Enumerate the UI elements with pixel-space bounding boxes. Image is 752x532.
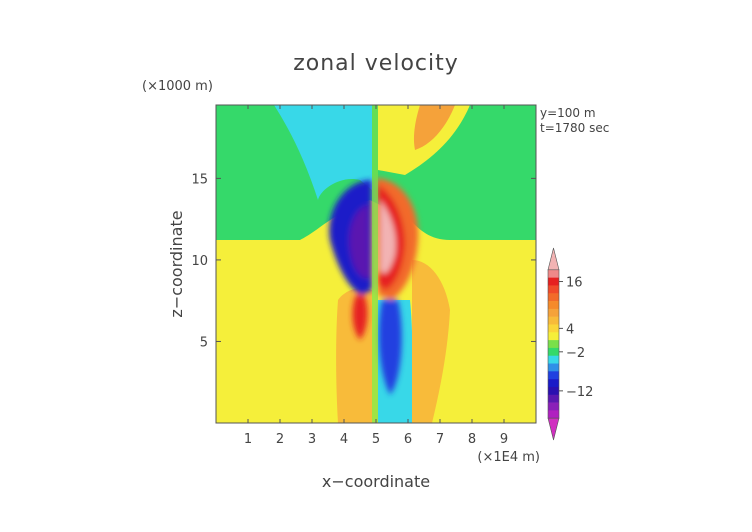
field-orange-lower-right xyxy=(412,260,450,423)
colorbar-label: 4 xyxy=(566,322,574,337)
colorbar-arrow-bottom xyxy=(547,417,560,441)
colorbar-label: −12 xyxy=(566,385,593,400)
field-blue-lower xyxy=(378,300,402,395)
field-pink-core xyxy=(380,200,396,274)
x-tick-label: 2 xyxy=(276,432,284,447)
colorbar-swatch xyxy=(548,285,559,294)
colorbar-swatch xyxy=(548,277,559,286)
x-tick-label: 3 xyxy=(308,432,316,447)
colorbar: 16 4 −2 −12 xyxy=(547,247,593,441)
field-red-lower xyxy=(352,295,368,340)
colorbar-swatch xyxy=(548,363,559,372)
colorbar-swatch xyxy=(548,316,559,325)
y-axis: 5 10 15 xyxy=(191,172,536,350)
x-axis: 1 2 3 4 5 6 7 8 9 xyxy=(244,105,508,447)
colorbar-swatch xyxy=(548,371,559,380)
colorbar-swatch xyxy=(548,379,559,388)
y-tick-label: 5 xyxy=(200,335,208,350)
y-tick-label: 15 xyxy=(191,172,208,187)
contour-field xyxy=(216,105,536,423)
x-tick-label: 5 xyxy=(372,432,380,447)
colorbar-swatch xyxy=(548,340,559,349)
x-tick-label: 1 xyxy=(244,432,252,447)
colorbar-label: 16 xyxy=(566,276,583,291)
x-unit-label: (×1E4 m) xyxy=(477,450,540,465)
x-tick-label: 6 xyxy=(404,432,412,447)
colorbar-label: −2 xyxy=(566,346,585,361)
colorbar-swatch xyxy=(548,293,559,302)
colorbar-swatch xyxy=(548,355,559,364)
colorbar-swatch xyxy=(548,269,559,278)
field-center-line xyxy=(372,105,378,423)
colorbar-swatch xyxy=(548,410,559,419)
colorbar-swatch xyxy=(548,347,559,357)
x-axis-label: x−coordinate xyxy=(322,472,430,491)
colorbar-frame xyxy=(547,269,560,419)
x-tick-label: 7 xyxy=(436,432,444,447)
x-tick-label: 4 xyxy=(340,432,348,447)
field-cyan-upper xyxy=(274,105,372,200)
colorbar-swatch xyxy=(548,324,559,333)
colorbar-arrow-top xyxy=(547,247,560,271)
colorbar-swatch xyxy=(548,332,559,341)
annotation-t: t=1780 sec xyxy=(540,121,609,135)
annotation-y: y=100 m xyxy=(540,106,596,120)
field-orange-top xyxy=(413,105,455,150)
chart-title: zonal velocity xyxy=(293,51,459,76)
y-tick-label: 10 xyxy=(191,254,208,269)
y-axis-label: z−coordinate xyxy=(167,210,186,317)
colorbar-swatch xyxy=(548,402,559,411)
x-tick-label: 8 xyxy=(468,432,476,447)
colorbar-swatch xyxy=(548,394,559,403)
colorbar-swatch xyxy=(548,301,559,310)
y-unit-label: (×1000 m) xyxy=(142,79,213,94)
colorbar-swatch xyxy=(548,308,559,317)
x-tick-label: 9 xyxy=(500,432,508,447)
colorbar-swatch xyxy=(548,386,559,396)
field-purple-core xyxy=(349,205,370,279)
